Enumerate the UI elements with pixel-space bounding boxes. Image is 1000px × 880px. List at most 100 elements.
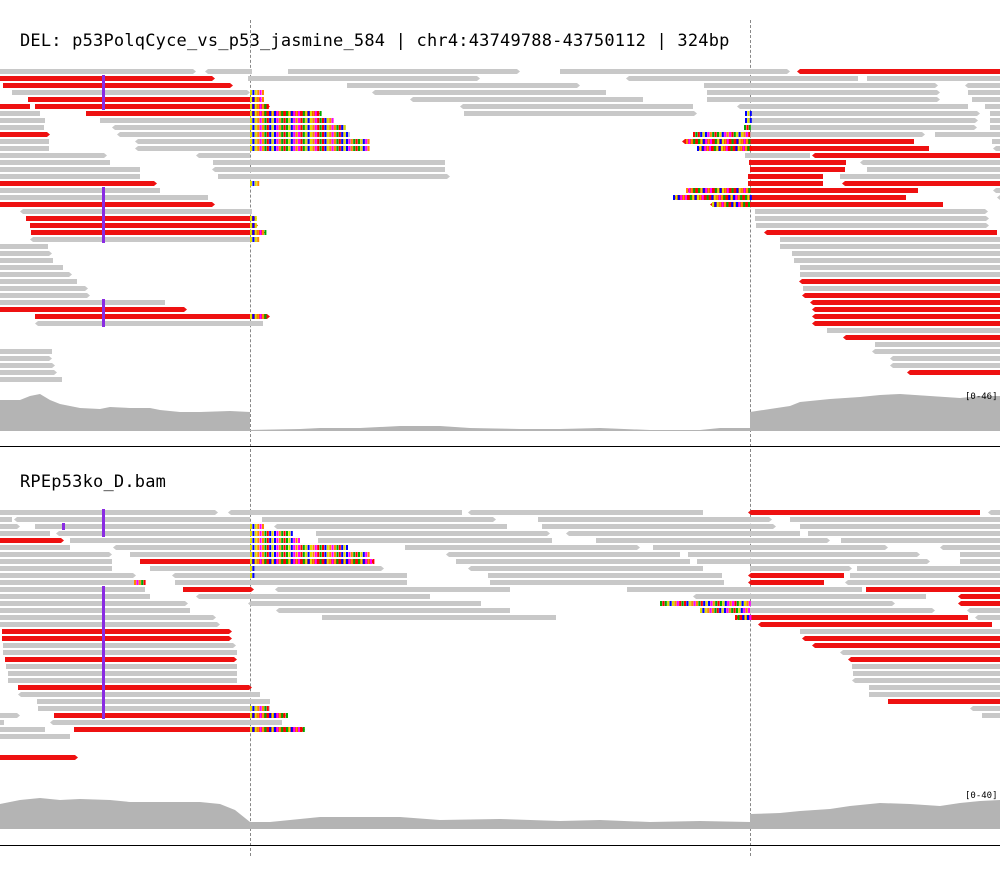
read [196,153,250,158]
mismatch-base [271,125,274,130]
mismatch-base [302,125,305,130]
mismatch-base [314,559,317,564]
read [35,321,263,326]
mismatch-base [259,125,262,130]
read [0,300,165,305]
read [993,188,1000,193]
mismatch-base [714,139,717,144]
insertion-marker [102,82,105,89]
mismatch-base [714,608,717,613]
mismatch-base [250,125,252,130]
mismatch-base [293,538,296,543]
insertion-marker [102,208,105,215]
read [852,664,1000,669]
mismatch-base [710,139,712,144]
mismatch-base [262,545,264,550]
mismatch-base [283,146,286,151]
mismatch-base [278,139,281,144]
mismatch-base [257,538,260,543]
mismatch-base [314,111,317,116]
read [2,629,232,634]
read [20,209,252,214]
mismatch-base [702,608,705,613]
mismatch-base [745,202,748,207]
read [0,552,112,557]
mismatch-base [305,559,308,564]
mismatch-base [252,559,255,564]
mismatch-base [724,608,726,613]
mismatch-base [254,132,257,137]
mismatch-base [367,552,370,557]
read [800,524,1000,529]
mismatch-base [355,139,358,144]
mismatch-base [319,125,322,130]
mismatch-base [690,188,693,193]
read [850,573,1000,578]
insertion-marker [102,516,105,523]
read [707,97,940,102]
insertion-marker [102,677,105,684]
mismatch-base [288,111,291,116]
mismatch-base [740,146,743,151]
read [735,615,968,620]
mismatch-base [310,111,312,116]
mismatch-base [300,727,303,732]
mismatch-base [746,601,749,606]
read [70,538,250,543]
mismatch-base [746,188,748,193]
mismatch-base [331,132,334,137]
read [750,111,980,116]
mismatch-base [711,195,714,200]
mismatch-base [276,132,279,137]
mismatch-base [264,559,267,564]
mismatch-base [259,97,262,102]
read [275,587,510,592]
insertion-marker [102,712,105,719]
read [748,174,823,179]
mismatch-base [343,125,346,130]
read [890,363,1000,368]
mismatch-base [695,188,698,193]
mismatch-base [293,559,296,564]
mismatch-base [250,713,252,718]
mismatch-base [276,552,279,557]
mismatch-base [298,139,300,144]
mismatch-base [334,139,336,144]
mismatch-base [738,188,741,193]
mismatch-base [257,230,260,235]
alignment-track-top[interactable] [0,62,1000,432]
mismatch-base [269,111,272,116]
mismatch-base [326,552,329,557]
mismatch-base [667,601,670,606]
read [0,293,90,298]
read [800,629,1000,634]
mismatch-base [293,727,296,732]
mismatch-base [302,727,305,732]
mismatch-base [286,559,288,564]
mismatch-base [283,111,286,116]
insertion-marker [102,299,105,306]
mismatch-base [305,118,308,123]
mismatch-base [712,202,714,207]
mismatch-base [266,538,269,543]
read [803,286,1000,291]
mismatch-base [262,531,264,536]
mismatch-base [288,132,291,137]
mismatch-base [283,559,286,564]
mismatch-base [257,713,260,718]
mismatch-base [715,601,718,606]
mismatch-base [281,552,284,557]
read [490,580,724,585]
mismatch-base [254,111,257,116]
mismatch-base [290,538,293,543]
mismatch-base [252,237,255,242]
read [627,587,862,592]
read [0,524,20,529]
mismatch-base [747,118,750,123]
read [0,377,62,382]
mismatch-base [259,146,262,151]
mismatch-base [264,545,267,550]
read [596,538,830,543]
alignment-track-bottom[interactable] [0,504,1000,832]
read [405,545,640,550]
